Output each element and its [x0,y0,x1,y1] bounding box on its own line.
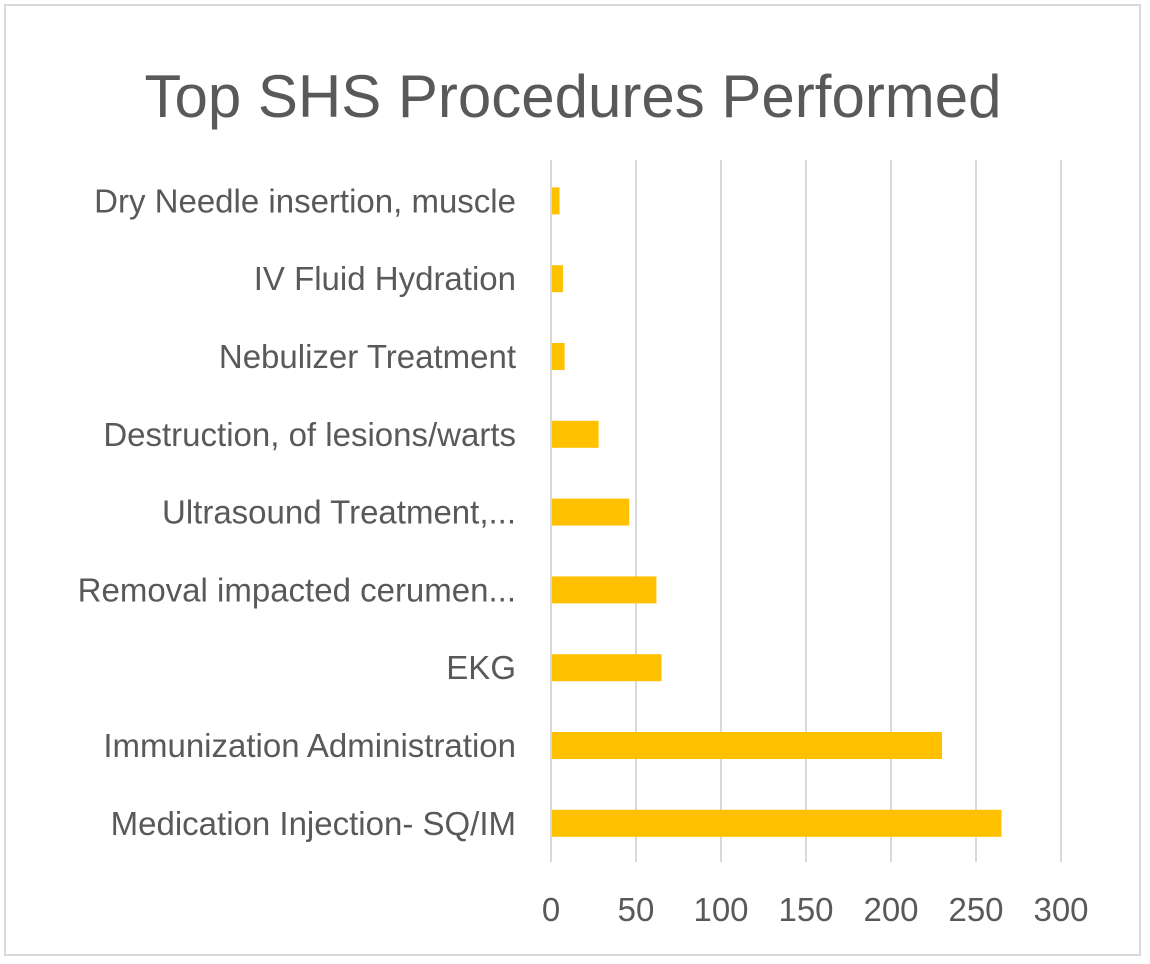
category-label: Nebulizer Treatment [219,338,516,375]
category-label: Destruction, of lesions/warts [103,416,516,453]
x-tick-label: 100 [693,891,748,928]
x-tick-label: 0 [542,891,560,928]
x-tick-label: 150 [778,891,833,928]
x-tick-label: 200 [863,891,918,928]
chart-title: Top SHS Procedures Performed [144,63,1002,130]
bar [552,576,657,604]
chart-frame: Top SHS Procedures Performed [4,4,1141,956]
category-label: Immunization Administration [103,727,516,764]
bar [552,420,599,448]
category-label: Dry Needle insertion, muscle [94,182,516,219]
bar [552,732,942,759]
category-label: EKG [446,649,516,686]
category-label: Medication Injection- SQ/IM [111,805,516,842]
bar [552,343,565,370]
bar [552,809,1002,837]
category-label: Removal impacted cerumen... [78,571,516,608]
x-tick-label: 250 [948,891,1003,928]
bar [552,498,630,526]
category-label: IV Fluid Hydration [254,260,516,297]
bar [552,265,563,293]
bar [552,187,560,215]
x-tick-label: 50 [618,891,655,928]
category-label: Ultrasound Treatment,... [162,494,516,531]
bar [552,654,662,682]
x-tick-label: 300 [1033,891,1088,928]
